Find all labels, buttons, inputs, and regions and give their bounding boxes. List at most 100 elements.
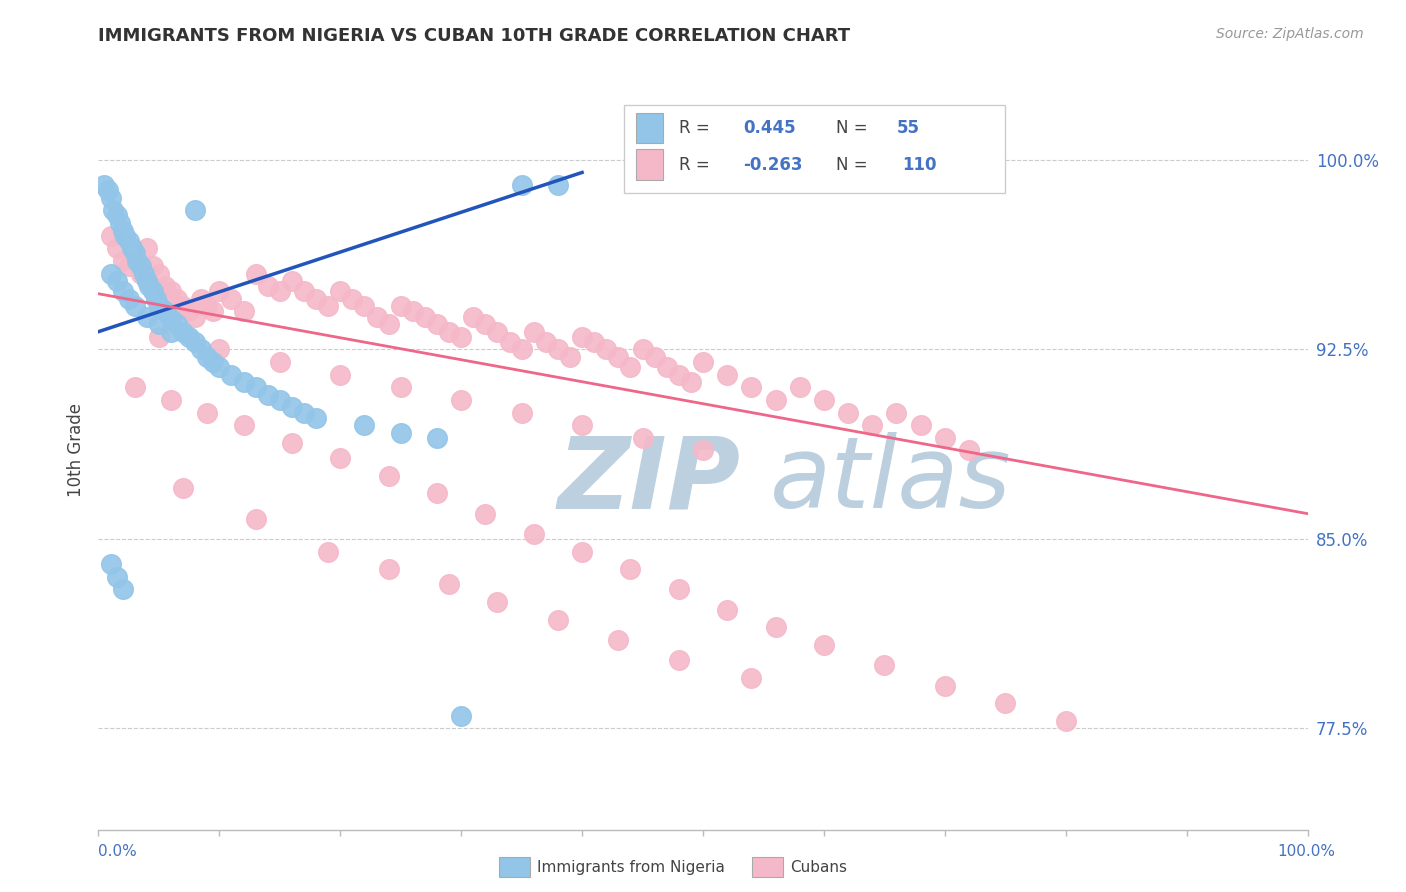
Point (232, 418, 254, 433)
Point (789, 380, 811, 394)
Point (389, 380, 412, 394)
Point (837, 405, 859, 419)
Point (97, 183, 120, 197)
Point (450, 329, 472, 343)
Bar (637, 150, 664, 180)
Point (486, 325, 509, 339)
Point (221, 368, 243, 382)
Point (813, 392, 835, 407)
Y-axis label: 10th Grade: 10th Grade (67, 403, 86, 498)
Point (195, 350, 218, 364)
Point (208, 359, 231, 374)
Point (105, 570, 128, 584)
Point (172, 299, 194, 313)
Text: 100.0%: 100.0% (1278, 845, 1336, 859)
Point (245, 267, 267, 281)
Point (426, 486, 449, 500)
Point (450, 392, 472, 407)
Point (101, 203, 124, 218)
Point (342, 292, 364, 306)
Point (607, 632, 630, 647)
Text: N =: N = (837, 120, 873, 137)
Point (111, 582, 134, 597)
Point (547, 178, 569, 192)
Point (135, 310, 157, 324)
Point (329, 368, 352, 382)
Point (474, 507, 496, 521)
Point (558, 350, 581, 364)
Point (118, 259, 141, 273)
Point (316, 299, 339, 313)
Point (108, 216, 131, 230)
Text: -0.263: -0.263 (742, 155, 803, 174)
Point (190, 292, 212, 306)
Point (402, 304, 425, 318)
Point (124, 246, 146, 260)
Point (153, 279, 176, 293)
Point (510, 405, 533, 419)
Point (232, 304, 254, 318)
Point (184, 203, 207, 218)
Point (523, 526, 546, 541)
Point (142, 284, 165, 298)
Point (426, 317, 449, 331)
Point (534, 334, 557, 349)
Point (692, 355, 714, 369)
Point (256, 279, 278, 293)
Point (172, 325, 194, 339)
Point (179, 329, 201, 343)
Point (153, 304, 176, 318)
Point (873, 658, 896, 673)
Point (202, 355, 225, 369)
Text: 0.445: 0.445 (742, 120, 796, 137)
Point (860, 418, 883, 433)
Point (353, 299, 375, 313)
Point (486, 595, 509, 609)
Point (437, 325, 460, 339)
Point (281, 274, 304, 288)
Point (765, 620, 787, 634)
Point (138, 279, 160, 293)
Text: 55: 55 (897, 120, 920, 137)
Point (523, 325, 546, 339)
Text: R =: R = (679, 120, 714, 137)
Point (100, 557, 122, 571)
Point (305, 292, 328, 306)
Point (510, 178, 533, 192)
Point (619, 562, 641, 576)
Point (142, 259, 165, 273)
Point (160, 392, 183, 407)
Point (93, 178, 115, 192)
Bar (637, 113, 664, 144)
Point (269, 392, 291, 407)
Point (765, 392, 787, 407)
Point (426, 431, 449, 445)
Point (148, 317, 170, 331)
Point (716, 602, 738, 616)
Point (463, 310, 485, 324)
Point (644, 350, 666, 364)
Point (631, 343, 654, 357)
Text: R =: R = (679, 155, 714, 174)
Point (160, 325, 183, 339)
Text: 110: 110 (903, 155, 936, 174)
Point (124, 380, 146, 394)
Point (256, 388, 278, 402)
Point (232, 375, 254, 389)
Point (583, 334, 606, 349)
Point (668, 582, 690, 597)
Point (292, 405, 315, 419)
Point (474, 317, 496, 331)
Point (668, 368, 690, 382)
Point (547, 613, 569, 627)
Point (934, 678, 956, 692)
Point (437, 577, 460, 591)
Text: atlas: atlas (769, 433, 1011, 529)
Point (148, 299, 170, 313)
Text: Cubans: Cubans (790, 860, 848, 874)
Text: IMMIGRANTS FROM NIGERIA VS CUBAN 10TH GRADE CORRELATION CHART: IMMIGRANTS FROM NIGERIA VS CUBAN 10TH GR… (98, 27, 851, 45)
FancyBboxPatch shape (624, 105, 1005, 193)
Point (292, 284, 315, 298)
Point (105, 241, 128, 255)
Point (195, 299, 218, 313)
